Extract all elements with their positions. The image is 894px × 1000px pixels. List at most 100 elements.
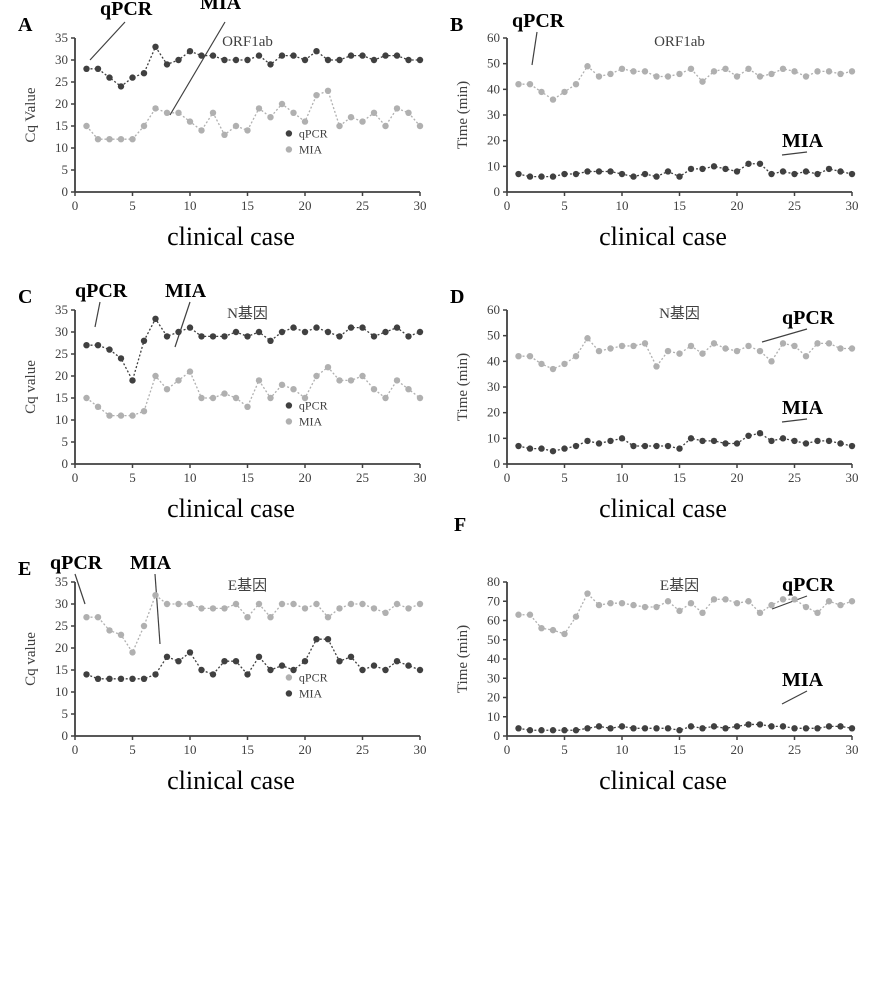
svg-text:15: 15 bbox=[241, 470, 254, 485]
svg-text:10: 10 bbox=[55, 684, 68, 699]
svg-text:10: 10 bbox=[184, 470, 197, 485]
svg-text:0: 0 bbox=[62, 184, 69, 199]
svg-text:10: 10 bbox=[616, 742, 629, 757]
svg-text:5: 5 bbox=[62, 434, 69, 449]
annotation-mia: MIA bbox=[200, 0, 241, 15]
svg-text:25: 25 bbox=[55, 346, 68, 361]
annotation-mia: MIA bbox=[782, 130, 823, 153]
svg-text:30: 30 bbox=[487, 670, 500, 685]
svg-text:60: 60 bbox=[487, 30, 500, 45]
svg-text:20: 20 bbox=[299, 742, 312, 757]
svg-text:60: 60 bbox=[487, 302, 500, 317]
chart-svg: 05101520253035051015202530N基因Cq valueqPC… bbox=[20, 292, 430, 492]
svg-text:10: 10 bbox=[184, 742, 197, 757]
svg-text:30: 30 bbox=[487, 107, 500, 122]
svg-text:10: 10 bbox=[487, 709, 500, 724]
svg-text:N基因: N基因 bbox=[227, 305, 268, 322]
annotation-qpcr: qPCR bbox=[782, 574, 834, 597]
svg-text:25: 25 bbox=[788, 742, 801, 757]
svg-text:15: 15 bbox=[241, 198, 254, 213]
svg-text:E基因: E基因 bbox=[660, 577, 699, 594]
svg-text:qPCR: qPCR bbox=[299, 126, 328, 140]
panel-label: C bbox=[18, 286, 32, 309]
svg-text:15: 15 bbox=[673, 742, 686, 757]
svg-text:0: 0 bbox=[494, 456, 501, 471]
panel-label: D bbox=[450, 286, 464, 309]
svg-text:15: 15 bbox=[241, 742, 254, 757]
svg-text:30: 30 bbox=[55, 596, 68, 611]
svg-text:30: 30 bbox=[846, 198, 859, 213]
svg-text:qPCR: qPCR bbox=[299, 670, 328, 684]
panel-E: EqPCRMIA05101520253035051015202530E基因Cq … bbox=[20, 564, 442, 796]
x-axis-title: clinical case bbox=[20, 222, 442, 252]
svg-text:Time (min): Time (min) bbox=[455, 81, 471, 149]
svg-text:30: 30 bbox=[487, 379, 500, 394]
svg-text:0: 0 bbox=[72, 198, 79, 213]
svg-text:25: 25 bbox=[356, 742, 369, 757]
x-axis-title: clinical case bbox=[452, 494, 874, 524]
x-axis-title: clinical case bbox=[452, 766, 874, 796]
svg-text:MIA: MIA bbox=[299, 686, 323, 700]
annotation-qpcr: qPCR bbox=[512, 10, 564, 33]
svg-text:15: 15 bbox=[673, 198, 686, 213]
svg-text:35: 35 bbox=[55, 302, 68, 317]
svg-text:15: 15 bbox=[673, 470, 686, 485]
svg-text:5: 5 bbox=[62, 706, 69, 721]
svg-text:25: 25 bbox=[55, 74, 68, 89]
svg-text:30: 30 bbox=[846, 470, 859, 485]
x-axis-title: clinical case bbox=[452, 222, 874, 252]
svg-text:35: 35 bbox=[55, 30, 68, 45]
svg-text:20: 20 bbox=[731, 198, 744, 213]
svg-text:0: 0 bbox=[62, 728, 69, 743]
svg-text:10: 10 bbox=[55, 140, 68, 155]
chart-svg: 05101520253035051015202530E基因Cq valueqPC… bbox=[20, 564, 430, 764]
svg-text:40: 40 bbox=[487, 81, 500, 96]
svg-text:25: 25 bbox=[55, 618, 68, 633]
panel-C: CqPCRMIA05101520253035051015202530N基因Cq … bbox=[20, 292, 442, 524]
svg-text:5: 5 bbox=[561, 198, 568, 213]
svg-text:0: 0 bbox=[494, 728, 501, 743]
panel-A: AqPCRMIA05101520253035051015202530ORF1ab… bbox=[20, 20, 442, 252]
panel-label: F bbox=[454, 514, 466, 537]
svg-text:20: 20 bbox=[299, 470, 312, 485]
svg-text:30: 30 bbox=[846, 742, 859, 757]
svg-text:10: 10 bbox=[184, 198, 197, 213]
svg-text:20: 20 bbox=[731, 742, 744, 757]
svg-text:Cq value: Cq value bbox=[23, 632, 39, 686]
x-axis-title: clinical case bbox=[20, 766, 442, 796]
svg-text:15: 15 bbox=[55, 118, 68, 133]
annotation-qpcr: qPCR bbox=[75, 280, 127, 303]
svg-text:0: 0 bbox=[504, 470, 511, 485]
svg-text:10: 10 bbox=[487, 158, 500, 173]
svg-text:60: 60 bbox=[487, 613, 500, 628]
svg-text:20: 20 bbox=[55, 96, 68, 111]
svg-text:Cq Value: Cq Value bbox=[23, 87, 39, 142]
svg-text:25: 25 bbox=[356, 470, 369, 485]
svg-text:5: 5 bbox=[62, 162, 69, 177]
svg-text:20: 20 bbox=[55, 640, 68, 655]
svg-text:0: 0 bbox=[72, 470, 79, 485]
svg-text:5: 5 bbox=[561, 470, 568, 485]
svg-text:40: 40 bbox=[487, 651, 500, 666]
panel-D: DqPCRMIA0102030405060051015202530N基因Time… bbox=[452, 292, 874, 524]
svg-text:0: 0 bbox=[504, 198, 511, 213]
svg-text:70: 70 bbox=[487, 593, 500, 608]
svg-text:5: 5 bbox=[561, 742, 568, 757]
svg-text:30: 30 bbox=[55, 52, 68, 67]
svg-text:0: 0 bbox=[72, 742, 79, 757]
svg-text:MIA: MIA bbox=[299, 142, 323, 156]
x-axis-title: clinical case bbox=[20, 494, 442, 524]
svg-text:80: 80 bbox=[487, 574, 500, 589]
svg-text:20: 20 bbox=[55, 368, 68, 383]
svg-text:Time (min): Time (min) bbox=[455, 353, 471, 421]
svg-text:MIA: MIA bbox=[299, 414, 323, 428]
chart-svg: 0102030405060051015202530ORF1abTime (min… bbox=[452, 20, 862, 220]
svg-text:10: 10 bbox=[487, 430, 500, 445]
svg-text:15: 15 bbox=[55, 662, 68, 677]
svg-text:5: 5 bbox=[129, 742, 136, 757]
chart-svg: 05101520253035051015202530ORF1abCq Value… bbox=[20, 20, 430, 220]
svg-text:20: 20 bbox=[487, 690, 500, 705]
svg-text:30: 30 bbox=[55, 324, 68, 339]
svg-text:35: 35 bbox=[55, 574, 68, 589]
annotation-qpcr: qPCR bbox=[100, 0, 152, 21]
